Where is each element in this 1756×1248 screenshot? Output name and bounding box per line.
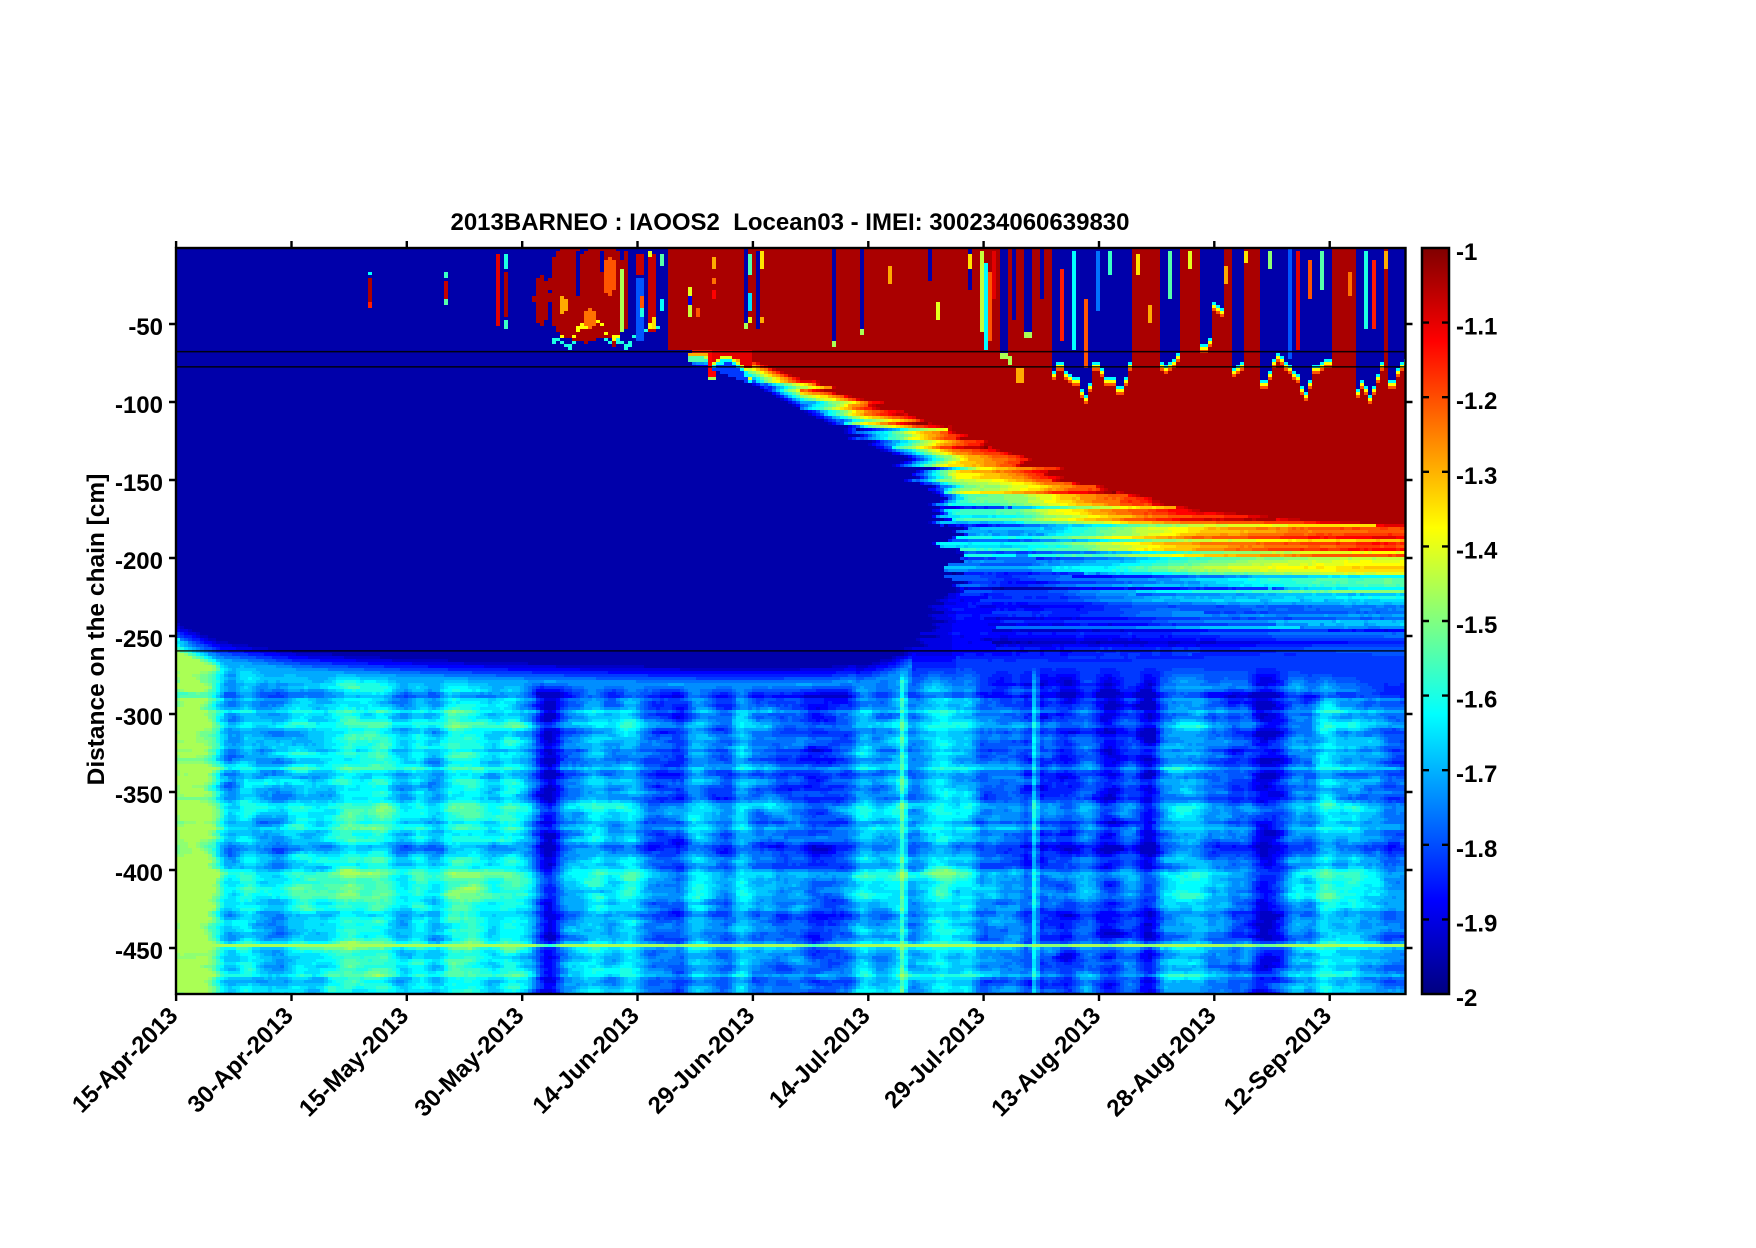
svg-text:-50: -50 <box>128 314 163 341</box>
svg-text:-1.3: -1.3 <box>1456 463 1497 490</box>
svg-text:-100: -100 <box>115 392 163 419</box>
svg-text:Distance on the chain [cm]: Distance on the chain [cm] <box>83 474 110 786</box>
svg-text:-350: -350 <box>115 782 163 809</box>
svg-text:-450: -450 <box>115 938 163 965</box>
svg-text:-300: -300 <box>115 704 163 731</box>
svg-text:-1.9: -1.9 <box>1456 910 1497 937</box>
svg-text:-1.6: -1.6 <box>1456 687 1497 714</box>
svg-text:-1.1: -1.1 <box>1456 314 1497 341</box>
svg-text:-150: -150 <box>115 470 163 497</box>
svg-text:-400: -400 <box>115 860 163 887</box>
svg-text:-200: -200 <box>115 548 163 575</box>
svg-text:-2: -2 <box>1456 985 1477 1012</box>
svg-text:-1.5: -1.5 <box>1456 612 1497 639</box>
svg-text:-1.2: -1.2 <box>1456 388 1497 415</box>
svg-text:-1.7: -1.7 <box>1456 761 1497 788</box>
svg-text:-1.4: -1.4 <box>1456 537 1498 564</box>
svg-text:-250: -250 <box>115 626 163 653</box>
svg-text:-1: -1 <box>1456 239 1477 266</box>
svg-text:-1.8: -1.8 <box>1456 836 1497 863</box>
svg-text:2013BARNEO : IAOOS2 Locean03: 2013BARNEO : IAOOS2 Locean03 - IMEI: 300… <box>450 209 1129 236</box>
